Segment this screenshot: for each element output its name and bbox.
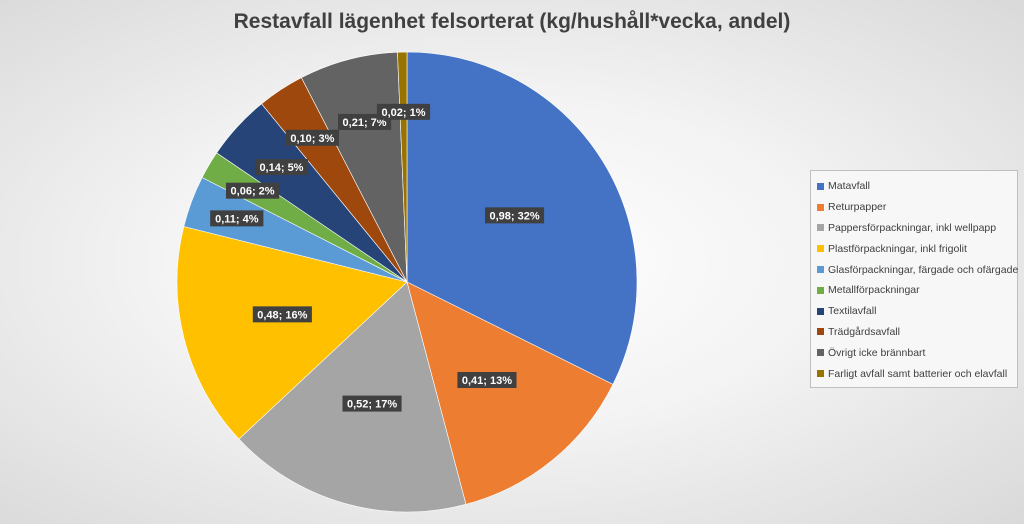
- legend-label: Metallförpackningar: [828, 284, 920, 297]
- data-label-text: 0,14; 5%: [259, 162, 303, 174]
- data-label-box: [252, 306, 312, 323]
- legend-swatch: [817, 182, 824, 190]
- legend-label: Glasförpackningar, färgade och ofärgade: [828, 263, 1019, 276]
- data-label-box: [285, 129, 339, 146]
- legend-swatch: [817, 328, 824, 336]
- legend-label: Farligt avfall samt batterier och elavfa…: [828, 367, 1008, 380]
- legend-swatch: [817, 245, 824, 253]
- legend-label: Övrigt icke brännbart: [828, 346, 926, 359]
- data-label-text: 0,10; 3%: [290, 133, 334, 145]
- data-label: 0,10; 3%: [285, 129, 339, 146]
- data-label-text: 0,48; 16%: [257, 309, 307, 321]
- legend-swatch: [817, 349, 824, 357]
- legend-item: Pappersförpackningar, inkl wellpapp: [817, 218, 1011, 239]
- data-label-box: [210, 210, 264, 227]
- data-label-text: 0,98; 32%: [489, 210, 539, 222]
- data-labels: 0,98; 32% 0,41; 13% 0,52; 17% 0,48; 16% 0,11…: [210, 103, 545, 412]
- data-label-box: [254, 159, 309, 176]
- legend-swatch: [817, 307, 824, 315]
- legend-item: Trädgårdsavfall: [817, 322, 1011, 343]
- legend-swatch: [817, 266, 824, 274]
- data-label-text: 0,21; 7%: [343, 117, 387, 129]
- legend-label: Plastförpackningar, inkl frigolit: [828, 242, 967, 255]
- data-label-text: 0,06; 2%: [231, 186, 275, 198]
- data-label: 0,98; 32%: [484, 207, 545, 224]
- data-label-text: 0,11; 4%: [215, 213, 259, 225]
- chart-title: Restavfall lägenhet felsorterat (kg/hush…: [233, 10, 791, 33]
- legend-item: Farligt avfall samt batterier och elavfa…: [817, 363, 1011, 384]
- data-label-box: [376, 103, 431, 120]
- data-label: 0,02; 1%: [376, 103, 431, 120]
- pie-slice: [406, 281, 614, 505]
- legend-label: Matavfall: [828, 180, 871, 193]
- pie-slice: [176, 226, 408, 440]
- legend-item: Glasförpackningar, färgade och ofärgade: [817, 259, 1018, 280]
- legend-item: Matavfall: [817, 176, 1011, 197]
- legend-label: Returpapper: [828, 201, 887, 214]
- legend-swatch: [817, 370, 824, 378]
- data-label-box: [225, 182, 280, 199]
- chart-legend: Matavfall Returpapper Pappersförpackningar…: [810, 170, 1018, 388]
- data-label-box: [342, 395, 402, 412]
- data-label-text: 0,02; 1%: [381, 107, 425, 119]
- data-label: 0,11; 4%: [210, 210, 264, 227]
- legend-item: Textilavfall: [817, 301, 1011, 322]
- data-label-text: 0,52; 17%: [347, 399, 397, 411]
- legend-item: Plastförpackningar, inkl frigolit: [817, 238, 1011, 259]
- legend-label: Pappersförpackningar, inkl wellpapp: [828, 221, 997, 234]
- data-label: 0,41; 13%: [457, 372, 517, 389]
- data-label: 0,52; 17%: [342, 395, 402, 412]
- legend-swatch: [817, 286, 824, 294]
- legend-swatch: [817, 224, 824, 232]
- data-label-text: 0,41; 13%: [462, 375, 512, 387]
- legend-label: Textilavfall: [828, 305, 877, 318]
- data-label-box: [457, 372, 517, 389]
- legend-label: Trädgårdsavfall: [828, 325, 900, 338]
- legend-swatch: [817, 203, 824, 211]
- legend-item: Metallförpackningar: [817, 280, 1011, 301]
- legend-item: Returpapper: [817, 197, 1011, 218]
- data-label: 0,14; 5%: [254, 159, 309, 176]
- data-label-box: [484, 207, 545, 224]
- data-label: 0,48; 16%: [252, 306, 312, 323]
- data-label: 0,06; 2%: [225, 182, 280, 199]
- legend-item: Övrigt icke brännbart: [817, 342, 1011, 363]
